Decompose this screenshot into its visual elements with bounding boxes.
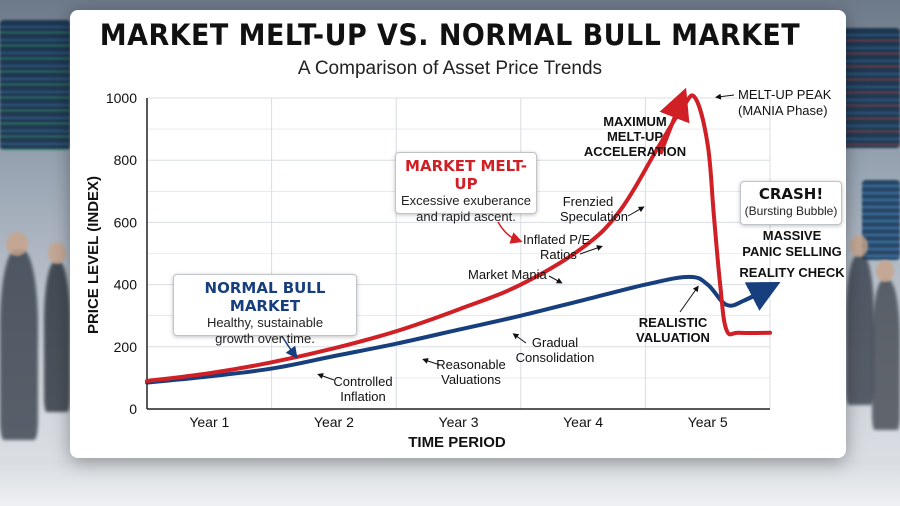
annotation-reality-check: REALITY CHECK <box>739 265 845 280</box>
annotation-gradual-arrow <box>512 333 527 344</box>
series-melt-up-line <box>145 93 772 384</box>
x-tick-label: Year 5 <box>688 414 728 430</box>
crash-callout-box: CRASH! (Bursting Bubble) <box>740 181 842 225</box>
bull-callout-title: NORMAL BULL MARKET <box>204 279 326 315</box>
annotation-frenzied-1: Frenzied <box>563 194 614 209</box>
background-person <box>846 255 874 405</box>
annotation-controlled-1: Controlled <box>333 374 392 389</box>
tick-labels: 0 200 400 600 800 1000 Year 1 Year 2 Year 3 Year … <box>106 90 728 430</box>
annotation-inflated-1: Inflated P/E <box>523 232 591 247</box>
y-tick-label: 0 <box>129 401 137 417</box>
background-person <box>44 262 70 412</box>
x-tick-label: Year 4 <box>563 414 603 430</box>
annotation-peak-1: MELT-UP PEAK <box>738 87 832 102</box>
annotation-panic-2: PANIC SELLING <box>742 244 841 259</box>
annotation-accel-3: ACCELERATION <box>584 144 686 159</box>
y-tick-label: 1000 <box>106 90 137 106</box>
melt-up-trend-arrow <box>658 87 690 155</box>
background-person <box>872 280 900 430</box>
annotation-realistic-2: VALUATION <box>636 330 710 345</box>
annotation-controlled-arrow <box>317 373 335 381</box>
annotation-realistic-1: REALISTIC <box>639 315 708 330</box>
y-tick-label: 200 <box>114 339 138 355</box>
meltup-callout-arrow <box>497 221 523 244</box>
annotation-reasonable-1: Reasonable <box>436 357 505 372</box>
chart-subtitle: A Comparison of Asset Price Trends <box>297 58 603 79</box>
bull-trend-arrow <box>744 281 781 311</box>
background-person-head <box>850 235 868 257</box>
x-tick-label: Year 1 <box>189 414 229 430</box>
annotation-reasonable-2: Valuations <box>441 372 501 387</box>
background-floor <box>0 460 900 506</box>
meltup-callout-line1: Excessive exuberance <box>400 193 532 208</box>
annotation-realistic-arrow <box>679 285 699 313</box>
crash-callout-title: CRASH! <box>758 185 824 203</box>
meltup-callout-box: MARKET MELT-UP Excessive exuberance and … <box>395 152 537 224</box>
annotation-gradual-1: Gradual <box>532 335 578 350</box>
background-screen-right <box>838 28 900 148</box>
meltup-callout-title: MARKET MELT-UP <box>405 157 527 193</box>
annotation-inflated-2: Ratios <box>540 247 577 262</box>
series <box>145 87 781 385</box>
x-tick-label: Year 3 <box>439 414 479 430</box>
y-tick-label: 800 <box>114 152 138 168</box>
background-person-head <box>876 260 894 282</box>
bull-callout-line2: growth over time. <box>215 331 315 346</box>
background-screen-right-lower <box>862 180 900 260</box>
meltup-callout-line2: and rapid ascent. <box>416 209 516 224</box>
x-axis-title: TIME PERIOD <box>408 434 506 451</box>
annotation-peak-2: (MANIA Phase) <box>738 103 828 118</box>
annotation-gradual-2: Consolidation <box>516 350 595 365</box>
annotation-mania: Market Mania <box>468 267 548 282</box>
annotation-accel-1: MAXIMUM <box>603 114 667 129</box>
annotation-reasonable-arrow <box>422 358 441 366</box>
axes <box>146 98 770 410</box>
chart-title: MARKET MELT-UP VS. NORMAL BULL MARKET <box>99 18 801 52</box>
annotation-accel-2: MELT-UP <box>607 129 663 144</box>
annotation-panic-1: MASSIVE <box>763 228 822 243</box>
annotation-peak-arrow <box>715 93 735 100</box>
annotation-controlled-2: Inflation <box>340 389 386 404</box>
crash-callout-line1: (Bursting Bubble) <box>744 204 838 218</box>
background-person-head <box>48 242 66 264</box>
bull-callout-box: NORMAL BULL MARKET Healthy, sustainable … <box>173 274 357 346</box>
x-tick-label: Year 2 <box>314 414 354 430</box>
annotation-frenzied-2: Speculation <box>560 209 628 224</box>
background-person-head <box>6 232 28 256</box>
annotation-inflated-arrow <box>579 245 603 255</box>
background-screen-left <box>0 20 70 150</box>
y-tick-label: 400 <box>114 277 138 293</box>
y-axis-title: PRICE LEVEL (INDEX) <box>85 176 102 334</box>
y-tick-label: 600 <box>114 214 138 230</box>
annotation-frenzied-arrow <box>627 206 645 217</box>
bull-callout-line1: Healthy, sustainable <box>206 315 324 330</box>
background-person <box>0 250 38 440</box>
annotation-mania-arrow <box>548 275 563 284</box>
